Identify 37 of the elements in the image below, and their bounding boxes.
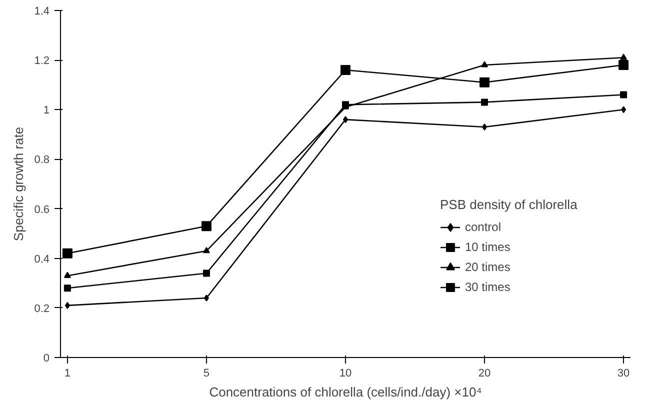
point [340,64,350,75]
legend-label: 10 times [465,240,510,254]
point [64,272,71,278]
point [202,246,210,254]
point [620,54,628,60]
point [204,294,209,302]
y-tick-label: 1.4 [34,6,50,18]
point [482,123,488,130]
point [618,60,629,70]
x-tick-label: 1 [64,368,71,380]
point [480,77,490,88]
y-tick-label: 0.8 [34,154,50,166]
y-tick-label: 0 [43,352,50,364]
legend-label: 20 times [465,260,510,274]
y-tick-label: 0.2 [34,302,50,315]
x-tick-label: 10 [339,368,352,380]
y-axis-title: Specific growth rate [11,126,26,242]
y-tick-label: 1.2 [34,55,50,68]
y-tick-label: 1 [43,104,50,117]
point [62,248,72,258]
point [64,284,71,292]
x-tick-label: 30 [617,368,630,380]
point [621,106,626,114]
x-tick-label: 20 [478,368,491,380]
legend-label: control [465,220,502,234]
point [202,270,210,277]
point [201,221,212,232]
legend-label: 30 times [465,280,510,294]
legend-title: PSB density of chlorella [440,197,578,212]
x-axis-title: Concentrations of chlorella (cells/ind./day) ×10⁴ [209,384,482,400]
y-tick-label: 0.6 [34,204,50,216]
point [64,302,70,309]
point [481,98,488,106]
point [481,61,488,68]
point [620,91,628,98]
y-tick-label: 0.4 [34,253,50,266]
x-tick-label: 5 [203,368,210,380]
